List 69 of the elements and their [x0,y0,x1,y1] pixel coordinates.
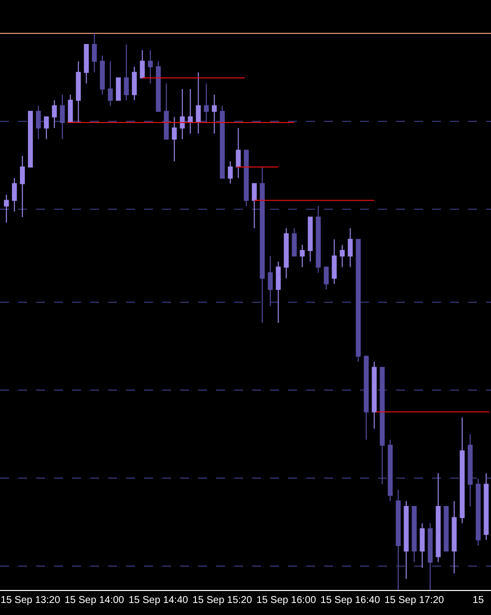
candlestick [236,128,241,179]
candlestick [332,238,337,284]
candlestick [404,500,409,580]
candlestick [60,94,65,140]
candlestick [84,44,89,84]
candlestick [268,256,273,307]
candlestick [476,478,481,546]
candlestick [52,100,57,129]
candlestick [4,194,9,224]
candlestick [292,228,297,257]
candlestick [12,178,17,212]
candlestick [460,416,465,524]
candlestick [340,244,345,268]
x-tick-label: 15 Sep 13:20 [0,595,61,606]
x-tick-label: 15 Sep 14:00 [64,595,125,606]
candlestick [324,266,329,290]
candlestick [412,506,417,563]
candlestick [140,50,145,78]
x-tick-label: 15 Sep 16:40 [320,595,380,606]
candlestick [124,44,129,101]
candlestick [20,155,25,218]
candlestick [260,166,265,324]
candlestick [68,94,73,123]
candlestick [212,94,217,134]
candlestick [164,82,169,140]
candlestick [76,60,81,123]
candlestick [428,522,433,590]
candlestick [132,66,137,101]
candlestick [148,50,153,84]
candlestick [468,434,473,508]
candlestick [436,472,441,563]
candlestick [100,55,105,96]
candlestick [180,88,185,140]
candlestick [316,205,321,274]
candlestick [28,110,33,168]
candlestick [228,160,233,184]
candlestick [156,60,161,112]
candlestick [44,116,49,140]
candlestick [188,88,193,134]
candlestick [388,439,393,502]
candlestick [396,489,401,590]
candlestick [252,183,257,229]
candlestick [108,60,113,106]
candlestick [452,500,457,574]
x-tick-label: 15 Sep 14:40 [128,595,189,606]
candlestick [348,228,353,268]
candlestick [356,238,361,362]
x-tick-label: 15 Sep 17:20 [384,595,444,606]
candlestick [308,216,313,262]
x-tick-label: 15 Sep 15:20 [192,595,252,606]
candlestick [284,228,289,279]
candlestick [380,366,385,485]
candlestick [116,77,121,101]
candlestick [244,150,249,206]
candlestick [172,116,177,162]
x-tick-label: 15 [472,595,484,606]
candlestick [300,244,305,268]
candlestick [92,32,97,73]
x-tick-label: 15 Sep 16:00 [256,595,316,606]
candlestick [420,522,425,568]
candlestick [196,72,201,134]
candlestick [372,361,377,430]
candlestick [276,261,281,324]
candlestick [484,472,489,540]
candlestick [220,105,225,179]
candlestick [204,82,209,123]
candlestick [364,356,369,440]
candlestick [36,105,41,140]
candlestick [444,506,449,552]
